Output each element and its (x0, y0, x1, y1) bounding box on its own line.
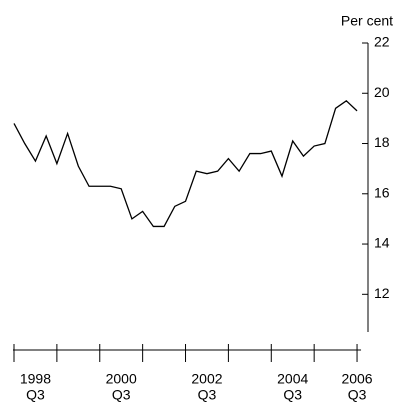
x-tick-label: 1998 (20, 371, 51, 387)
y-tick-label: 16 (374, 184, 390, 200)
x-tick-label: Q3 (283, 387, 302, 403)
x-tick-label: 2004 (277, 371, 308, 387)
x-tick-label: 2002 (191, 371, 222, 387)
x-tick-label: 2006 (341, 371, 372, 387)
y-tick-label: 12 (374, 285, 390, 301)
y-tick-label: 20 (374, 84, 390, 100)
x-tick-label: Q3 (348, 387, 367, 403)
y-tick-label: 14 (374, 235, 390, 251)
data-line (13, 99, 358, 228)
y-tick-label: 22 (374, 34, 390, 50)
x-tick-label: Q3 (198, 387, 217, 403)
x-tick-label: Q3 (112, 387, 131, 403)
x-tick-label: 2000 (106, 371, 137, 387)
y-axis-label: Per cent (341, 13, 393, 29)
y-tick-label: 18 (374, 134, 390, 150)
x-tick-label: Q3 (26, 387, 45, 403)
